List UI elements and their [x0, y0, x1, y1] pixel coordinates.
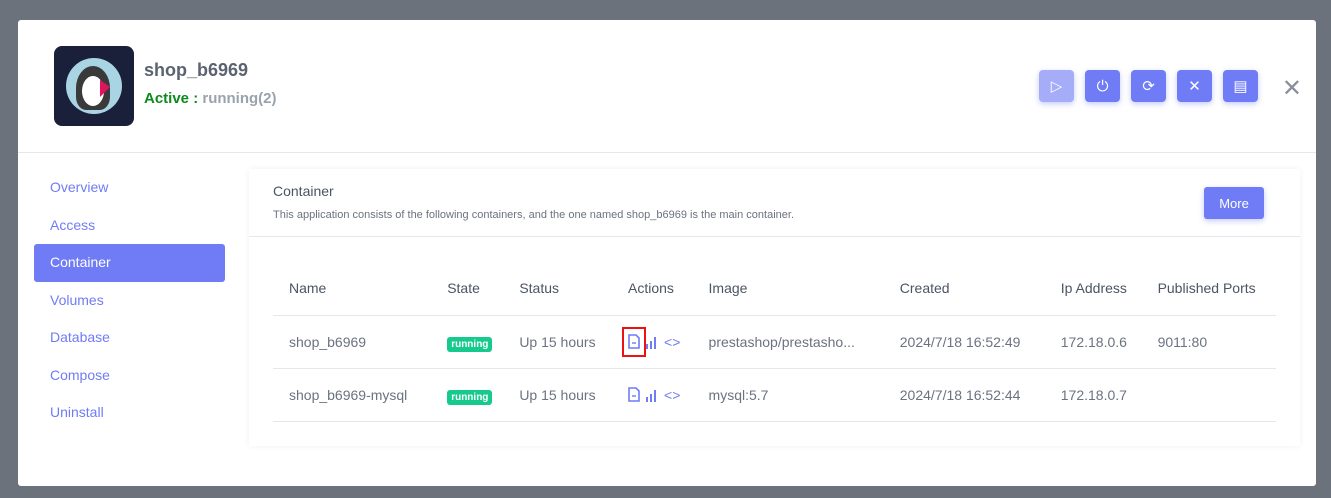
- column-header: Status: [503, 261, 613, 316]
- column-header: Name: [273, 261, 432, 316]
- container-status: Up 15 hours: [503, 368, 613, 422]
- container-table: Name State Status Actions Image Created …: [273, 261, 1276, 422]
- sidebar-item-access[interactable]: Access: [50, 216, 96, 233]
- table-row: shop_b6969-mysql running Up 15 hours <> …: [273, 368, 1276, 422]
- power-icon: ⏻: [1096, 77, 1109, 95]
- column-header: Ip Address: [1044, 261, 1142, 316]
- container-ports: 9011:80: [1141, 315, 1276, 369]
- logs-icon[interactable]: [628, 386, 640, 404]
- logs-button[interactable]: ▤: [1223, 70, 1258, 102]
- column-header: Actions: [612, 261, 693, 316]
- start-button[interactable]: ▷: [1039, 70, 1074, 102]
- stop-button[interactable]: ⏻: [1085, 70, 1120, 102]
- column-header: Published Ports: [1141, 261, 1276, 316]
- section-title: Container: [273, 183, 334, 199]
- settings-button[interactable]: ✕: [1177, 70, 1212, 102]
- restart-icon: ⟳: [1142, 78, 1155, 95]
- modal-header: shop_b6969 Active : running(2) ▷ ⏻ ⟳ ✕ ▤…: [18, 20, 1316, 153]
- status-badge: running: [447, 336, 493, 352]
- close-icon[interactable]: ✕: [1281, 75, 1302, 102]
- logs-icon[interactable]: [622, 326, 647, 357]
- app-logo: [54, 46, 134, 126]
- document-icon: ▤: [1233, 78, 1248, 95]
- stats-icon[interactable]: [646, 386, 658, 404]
- container-image: mysql:5.7: [692, 368, 884, 422]
- app-title: shop_b6969: [144, 60, 249, 80]
- container-ip: 172.18.0.7: [1044, 368, 1142, 422]
- column-header: Image: [692, 261, 884, 316]
- restart-button[interactable]: ⟳: [1131, 70, 1166, 102]
- container-name: shop_b6969-mysql: [273, 368, 432, 422]
- sidebar-item-compose[interactable]: Compose: [50, 366, 110, 383]
- table-row: shop_b6969 running Up 15 hours <> presta…: [273, 315, 1276, 369]
- container-name: shop_b6969: [273, 315, 432, 369]
- app-status: Active : running(2): [144, 90, 277, 107]
- status-badge: running: [447, 389, 493, 405]
- terminal-icon[interactable]: <>: [664, 386, 681, 403]
- sidebar-item-database[interactable]: Database: [50, 329, 110, 345]
- container-image: prestashop/prestasho...: [692, 315, 884, 369]
- column-header: Created: [883, 261, 1045, 316]
- container-status: Up 15 hours: [503, 315, 613, 369]
- container-ip: 172.18.0.6: [1044, 315, 1142, 369]
- sidebar-item-container[interactable]: Container: [34, 244, 225, 282]
- container-ports: [1141, 368, 1276, 422]
- sidebar-item-uninstall[interactable]: Uninstall: [50, 404, 104, 420]
- play-icon: ▷: [1050, 78, 1063, 95]
- container-created: 2024/7/18 16:52:49: [883, 315, 1045, 369]
- column-header: State: [431, 261, 504, 316]
- stats-icon[interactable]: [646, 333, 658, 351]
- sidebar-item-volumes[interactable]: Volumes: [50, 291, 104, 308]
- section-description: This application consists of the followi…: [273, 209, 794, 221]
- container-card: Container This application consists of t…: [249, 169, 1300, 446]
- sidebar: Overview Access Container Volumes Databa…: [34, 169, 225, 432]
- terminal-icon[interactable]: <>: [664, 333, 681, 350]
- more-button[interactable]: More: [1204, 187, 1264, 219]
- app-detail-modal: shop_b6969 Active : running(2) ▷ ⏻ ⟳ ✕ ▤…: [18, 20, 1316, 486]
- tools-icon: ✕: [1188, 78, 1201, 95]
- container-created: 2024/7/18 16:52:44: [883, 368, 1045, 422]
- sidebar-item-overview[interactable]: Overview: [50, 179, 109, 195]
